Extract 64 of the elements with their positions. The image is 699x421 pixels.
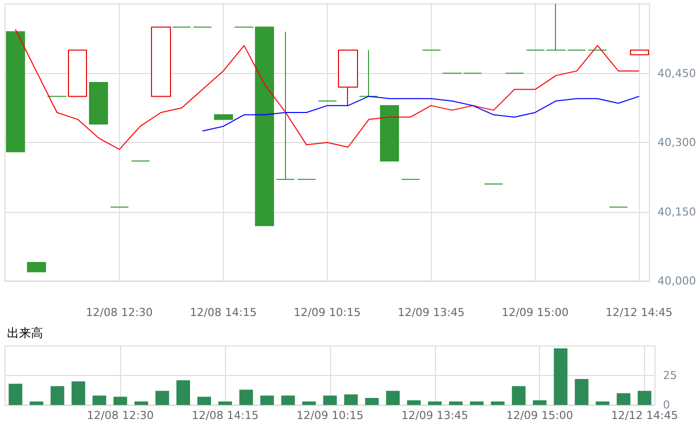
bar	[554, 348, 568, 405]
bar	[218, 401, 232, 405]
x-tick-label: 12/08 12:30	[86, 409, 154, 421]
y-tick-label: 40,450	[658, 66, 696, 80]
x-tick-label: 12/09 15:00	[506, 409, 574, 421]
candlestick	[546, 4, 566, 51]
candlestick	[68, 50, 87, 97]
line-series	[14, 28, 640, 150]
x-tick-label: 12/08 14:15	[190, 306, 257, 319]
line-series	[202, 96, 640, 132]
x-tick-label: 12/09 10:15	[294, 306, 361, 319]
bar	[72, 381, 86, 405]
bar	[8, 384, 22, 405]
x-tick-label: 12/08 14:15	[192, 409, 259, 421]
y-tick-label: 0	[663, 398, 670, 412]
bar	[386, 390, 400, 405]
bar	[365, 398, 379, 405]
bar	[428, 401, 442, 405]
bar	[50, 386, 64, 405]
bar	[92, 396, 106, 405]
x-tick-label: 12/09 13:45	[401, 409, 468, 421]
bar	[574, 379, 588, 405]
x-tick-label: 12/09 10:15	[296, 409, 364, 421]
bar	[532, 400, 546, 405]
y-tick-label: 40,300	[658, 136, 696, 149]
x-tick-label: 12/12 14:45	[606, 306, 673, 319]
bar	[638, 390, 652, 405]
bar	[490, 401, 505, 405]
bar	[616, 393, 630, 405]
candlestick	[359, 50, 378, 97]
y-tick-label: 40,150	[658, 205, 696, 218]
x-tick-label: 12/09 15:00	[502, 306, 569, 319]
candlestick	[89, 82, 108, 125]
bar	[302, 401, 316, 405]
y-tick-label: 25	[663, 369, 677, 382]
bar	[470, 401, 484, 405]
candlestick	[276, 31, 295, 180]
candlestick	[27, 262, 46, 272]
bar	[197, 396, 212, 405]
candlestick	[338, 50, 358, 106]
x-tick-label: 12/08 12:30	[86, 306, 153, 319]
bar	[176, 380, 190, 405]
bar	[596, 401, 610, 405]
bar	[448, 401, 463, 405]
bar	[239, 390, 253, 405]
candlestick	[6, 31, 25, 152]
bar	[407, 400, 421, 405]
candlestick	[630, 50, 649, 56]
bar	[134, 401, 148, 405]
candlestick	[380, 105, 399, 162]
x-tick-label: 12/12 14:45	[611, 409, 678, 421]
bar	[30, 401, 44, 405]
chart-title: 出来高	[7, 326, 43, 340]
bar	[260, 396, 274, 405]
bar	[512, 386, 526, 405]
bar	[281, 396, 295, 405]
candlestick	[151, 26, 171, 97]
bar	[323, 396, 337, 405]
bar	[155, 390, 170, 405]
y-tick-label: 40,000	[658, 274, 696, 288]
bar	[344, 394, 358, 405]
candlestick	[214, 114, 233, 120]
bar	[114, 396, 128, 405]
x-tick-label: 12/09 13:45	[398, 306, 465, 319]
